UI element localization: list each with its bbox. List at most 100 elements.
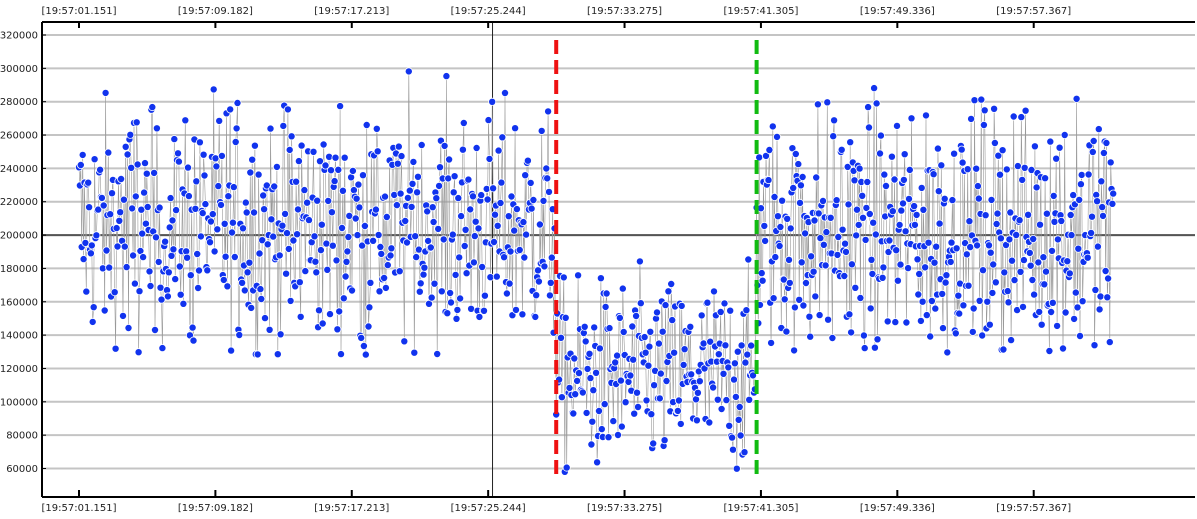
data-point [419, 270, 428, 279]
data-point [194, 283, 203, 292]
data-point [935, 219, 944, 228]
data-point [1090, 341, 1099, 350]
data-point [861, 235, 870, 244]
data-point [396, 189, 405, 198]
data-point [954, 291, 963, 300]
data-point [472, 143, 481, 152]
data-point [948, 196, 957, 205]
data-point [574, 271, 583, 280]
data-point [397, 152, 406, 161]
data-point [586, 374, 595, 383]
data-point [357, 333, 366, 342]
data-point [526, 178, 535, 187]
data-point [139, 253, 148, 262]
data-point [676, 419, 685, 428]
data-point [122, 263, 131, 272]
data-point [372, 124, 381, 133]
data-point [167, 251, 176, 260]
data-point [730, 359, 739, 368]
data-point [415, 287, 424, 296]
data-point [649, 439, 658, 448]
data-point [475, 312, 484, 321]
data-point [990, 138, 999, 147]
data-point [686, 322, 695, 331]
data-point [851, 283, 860, 292]
data-point [829, 132, 838, 141]
data-point [228, 218, 237, 227]
data-point [893, 121, 902, 130]
data-point [165, 223, 174, 232]
data-point [336, 102, 345, 111]
data-point [412, 253, 421, 262]
data-point [628, 322, 637, 331]
data-point [283, 105, 292, 114]
data-point [570, 354, 579, 363]
data-point [254, 170, 263, 179]
y-tick-label: 240000 [0, 164, 38, 175]
data-point [737, 341, 746, 350]
data-point [573, 376, 582, 385]
data-point [324, 196, 333, 205]
data-point [941, 278, 950, 287]
data-point [433, 349, 442, 358]
data-point [846, 138, 855, 147]
data-point [347, 286, 356, 295]
data-point [654, 339, 663, 348]
data-point [785, 255, 794, 264]
data-point [609, 417, 618, 426]
data-point [110, 288, 119, 297]
data-point [1097, 177, 1106, 186]
data-point [896, 260, 905, 269]
data-point [1065, 269, 1074, 278]
data-point [478, 262, 487, 271]
data-point [327, 208, 336, 217]
data-point [1067, 231, 1076, 240]
data-point [226, 105, 235, 114]
data-point [1008, 256, 1017, 265]
data-point [1028, 275, 1037, 284]
data-point [732, 464, 741, 473]
data-point [359, 341, 368, 350]
y-tick-label: 200000 [0, 231, 38, 242]
data-point [181, 116, 190, 125]
data-point [842, 247, 851, 256]
data-point [442, 72, 451, 81]
data-point [601, 302, 610, 311]
data-point [926, 332, 935, 341]
data-point [884, 247, 893, 256]
data-point [1094, 125, 1103, 134]
data-point [205, 238, 214, 247]
data-point [474, 224, 483, 233]
data-point [916, 316, 925, 325]
x-tick-label-top: [19:57:33.275] [587, 6, 662, 17]
data-point [512, 205, 521, 214]
data-point [289, 236, 298, 245]
x-tick-label-bottom: [19:57:01.151] [42, 503, 117, 514]
data-point [512, 305, 521, 314]
data-point [706, 337, 715, 346]
data-point [847, 260, 856, 269]
data-point [600, 400, 609, 409]
data-point [337, 223, 346, 232]
data-point [655, 394, 664, 403]
data-point [597, 425, 606, 434]
data-point [321, 161, 330, 170]
data-point [1003, 287, 1012, 296]
data-point [343, 247, 352, 256]
data-point [314, 306, 323, 315]
data-point [212, 162, 221, 171]
data-point [470, 232, 479, 241]
data-point [310, 232, 319, 241]
data-point [547, 253, 556, 262]
data-point [217, 151, 226, 160]
data-point [656, 369, 665, 378]
data-point [947, 238, 956, 247]
data-point [435, 163, 444, 172]
data-point [740, 448, 749, 457]
data-point [340, 153, 349, 162]
data-point [400, 337, 409, 346]
data-point [409, 157, 418, 166]
marker-lines [554, 40, 759, 480]
data-point [466, 205, 475, 214]
data-point [1076, 180, 1085, 189]
